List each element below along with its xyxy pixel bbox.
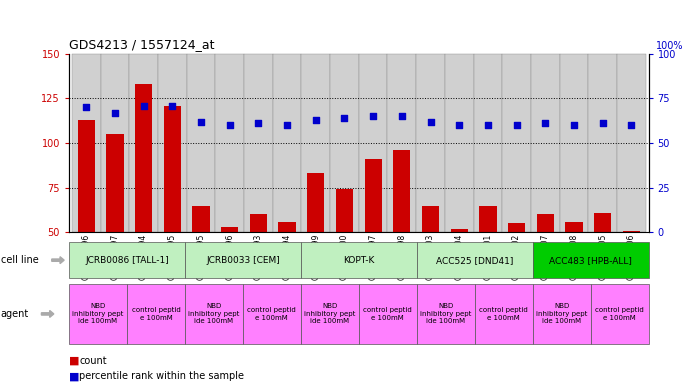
Point	[511, 122, 522, 128]
Text: NBD
inhibitory pept
ide 100mM: NBD inhibitory pept ide 100mM	[188, 303, 239, 324]
FancyBboxPatch shape	[186, 54, 215, 232]
Point	[425, 119, 436, 125]
Bar	[508, 223, 525, 232]
Bar	[336, 189, 353, 232]
Text: KOPT-K: KOPT-K	[343, 256, 375, 265]
Text: NBD
inhibitory pept
ide 100mM: NBD inhibitory pept ide 100mM	[536, 303, 587, 324]
Text: ■: ■	[69, 356, 79, 366]
Point	[626, 122, 637, 128]
FancyBboxPatch shape	[185, 242, 301, 278]
FancyBboxPatch shape	[531, 54, 560, 232]
Bar	[422, 205, 439, 232]
Bar	[193, 205, 210, 232]
FancyBboxPatch shape	[445, 54, 473, 232]
Text: control peptid
e 100mM: control peptid e 100mM	[248, 307, 296, 321]
FancyBboxPatch shape	[416, 54, 445, 232]
FancyBboxPatch shape	[533, 242, 649, 278]
Point	[310, 117, 322, 123]
Bar	[364, 159, 382, 232]
FancyBboxPatch shape	[617, 54, 646, 232]
Text: NBD
inhibitory pept
ide 100mM: NBD inhibitory pept ide 100mM	[420, 303, 471, 324]
Bar	[279, 222, 296, 232]
Text: NBD
inhibitory pept
ide 100mM: NBD inhibitory pept ide 100mM	[72, 303, 124, 324]
Point	[368, 113, 379, 119]
Point	[569, 122, 580, 128]
FancyBboxPatch shape	[243, 284, 301, 344]
FancyBboxPatch shape	[127, 284, 185, 344]
FancyBboxPatch shape	[502, 54, 531, 232]
Text: ACC525 [DND41]: ACC525 [DND41]	[436, 256, 513, 265]
Text: control peptid
e 100mM: control peptid e 100mM	[480, 307, 528, 321]
Text: control peptid
e 100mM: control peptid e 100mM	[364, 307, 412, 321]
Bar	[307, 174, 324, 232]
Bar	[221, 227, 238, 232]
FancyBboxPatch shape	[158, 54, 186, 232]
Bar	[623, 230, 640, 232]
Text: 100%: 100%	[656, 41, 683, 51]
Point	[597, 120, 608, 126]
Point	[224, 122, 235, 128]
FancyBboxPatch shape	[69, 284, 127, 344]
Point	[81, 104, 92, 111]
Point	[110, 109, 121, 116]
Text: ACC483 [HPB-ALL]: ACC483 [HPB-ALL]	[549, 256, 632, 265]
Point	[396, 113, 407, 119]
Text: control peptid
e 100mM: control peptid e 100mM	[595, 307, 644, 321]
FancyBboxPatch shape	[359, 54, 388, 232]
Bar	[135, 84, 152, 232]
FancyBboxPatch shape	[244, 54, 273, 232]
Bar	[250, 214, 267, 232]
Text: JCRB0033 [CEM]: JCRB0033 [CEM]	[206, 256, 279, 265]
Text: GDS4213 / 1557124_at: GDS4213 / 1557124_at	[69, 38, 215, 51]
Text: agent: agent	[1, 309, 29, 319]
FancyBboxPatch shape	[330, 54, 359, 232]
Bar	[106, 134, 124, 232]
Bar	[77, 120, 95, 232]
FancyBboxPatch shape	[215, 54, 244, 232]
Point	[167, 103, 178, 109]
FancyBboxPatch shape	[560, 54, 589, 232]
FancyBboxPatch shape	[72, 54, 101, 232]
FancyBboxPatch shape	[388, 54, 416, 232]
Point	[138, 103, 149, 109]
FancyBboxPatch shape	[591, 284, 649, 344]
Text: percentile rank within the sample: percentile rank within the sample	[79, 371, 244, 381]
FancyBboxPatch shape	[473, 54, 502, 232]
Bar	[393, 150, 411, 232]
FancyBboxPatch shape	[533, 284, 591, 344]
FancyBboxPatch shape	[417, 242, 533, 278]
FancyBboxPatch shape	[417, 284, 475, 344]
Text: cell line: cell line	[1, 255, 39, 265]
Point	[253, 120, 264, 126]
FancyBboxPatch shape	[475, 284, 533, 344]
Text: ■: ■	[69, 371, 79, 381]
FancyBboxPatch shape	[101, 54, 129, 232]
Point	[339, 115, 350, 121]
FancyBboxPatch shape	[301, 284, 359, 344]
Bar	[594, 213, 611, 232]
FancyBboxPatch shape	[589, 54, 617, 232]
FancyBboxPatch shape	[301, 242, 417, 278]
Point	[282, 122, 293, 128]
FancyBboxPatch shape	[185, 284, 243, 344]
Bar	[565, 222, 582, 232]
Text: JCRB0086 [TALL-1]: JCRB0086 [TALL-1]	[85, 256, 169, 265]
FancyBboxPatch shape	[302, 54, 330, 232]
FancyBboxPatch shape	[69, 242, 185, 278]
Point	[482, 122, 493, 128]
Point	[195, 119, 206, 125]
Bar	[480, 205, 497, 232]
Bar	[537, 214, 554, 232]
Bar	[451, 229, 468, 232]
Text: count: count	[79, 356, 107, 366]
Point	[540, 120, 551, 126]
Text: control peptid
e 100mM: control peptid e 100mM	[132, 307, 180, 321]
Text: NBD
inhibitory pept
ide 100mM: NBD inhibitory pept ide 100mM	[304, 303, 355, 324]
FancyBboxPatch shape	[273, 54, 302, 232]
FancyBboxPatch shape	[129, 54, 158, 232]
Point	[454, 122, 465, 128]
FancyBboxPatch shape	[359, 284, 417, 344]
Bar	[164, 106, 181, 232]
